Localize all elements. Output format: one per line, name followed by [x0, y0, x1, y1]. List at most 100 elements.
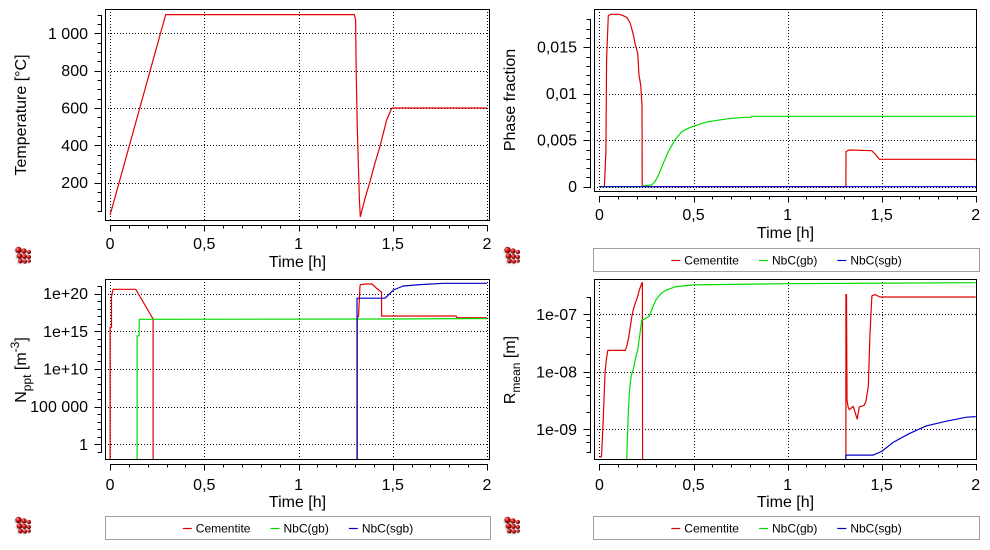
x-tick-label: 0,5 [682, 477, 704, 494]
legend-box [593, 248, 980, 272]
x-tick-label: 1,5 [871, 207, 893, 224]
x-axis-title: Time [h] [757, 225, 814, 242]
series-group [599, 282, 976, 460]
x-tick-label: 1 [783, 477, 792, 494]
y-tick-label: 1e-07 [536, 307, 577, 324]
chart-mean-radius: 0 0,5 1 1,5 2 Time [h] 1e-09 1e-08 1e-07 Rmean [m… [502, 279, 980, 540]
x-axis: 0 0,5 1 1,5 2 Time [h] [106, 225, 492, 271]
x-axis-title: Time [h] [269, 254, 326, 271]
y-tick-label: 1 [79, 437, 88, 454]
legend-label: NbC(sgb) [850, 522, 901, 536]
precipitate-cluster-icon[interactable] [503, 516, 521, 535]
y-tick-label: 1 000 [48, 26, 88, 43]
legend-label: NbC(gb) [772, 254, 817, 268]
y-tick-label: 100 000 [30, 399, 88, 416]
x-tick-label: 2 [971, 477, 980, 494]
y-tick-label: 0,01 [546, 86, 577, 103]
x-tick-label: 1,5 [871, 477, 893, 494]
series-line-cementite [599, 13, 977, 188]
x-tick-label: 1,5 [382, 236, 404, 253]
x-tick-label: 0 [595, 207, 604, 224]
precipitate-cluster-icon[interactable] [14, 516, 32, 535]
plot-area[interactable] [105, 9, 490, 221]
x-tick-label: 0,5 [193, 236, 215, 253]
legend-label: NbC(sgb) [850, 254, 901, 268]
x-tick-label: 0 [106, 477, 115, 494]
y-axis: 0 0,005 0,01 0,015 Phase fraction [502, 19, 591, 196]
legend-label: NbC(sgb) [362, 522, 413, 536]
plot-frame [105, 9, 490, 221]
y-tick-label: 0,015 [537, 40, 577, 57]
legend-label: Cementite [684, 522, 739, 536]
plot-area[interactable] [594, 279, 977, 460]
x-tick-label: 0,5 [193, 477, 215, 494]
plot-frame [105, 279, 490, 460]
series-line-nbc-sgb [845, 416, 976, 460]
legend-item-nbc-gb: NbC(gb) [758, 254, 817, 268]
series-line-cementite [599, 282, 976, 460]
legend-item-nbc-gb: NbC(gb) [270, 522, 329, 536]
legend-label: Cementite [196, 522, 251, 536]
x-axis: 0 0,5 1 1,5 2 Time [h] [595, 464, 980, 511]
x-tick-label: 0 [595, 477, 604, 494]
x-tick-label: 0,5 [682, 207, 704, 224]
x-tick-label: 2 [483, 236, 492, 253]
x-axis: 0 0,5 1 1,5 2 Time [h] [595, 196, 980, 242]
y-axis: 1 100 000 1e+10 1e+15 1e+20 Nppt [m-3] [8, 286, 102, 454]
plot-area[interactable] [594, 9, 977, 192]
x-tick-label: 1 [294, 477, 303, 494]
precipitate-cluster-icon[interactable] [503, 246, 521, 265]
y-tick-label: 1e-09 [536, 422, 577, 439]
legend: Cementite NbC(gb) NbC(sgb) [593, 248, 980, 272]
series-line-nbc-sgb [356, 282, 487, 460]
legend-box [105, 516, 491, 540]
y-tick-label: 1e+20 [43, 286, 88, 303]
series-line-nbc-gb [626, 282, 976, 460]
series-group [109, 14, 487, 218]
chart-temperature: 0 0,5 1 1,5 2 Time [h] 200 400 600 800 1 000 Temper… [13, 9, 492, 271]
legend-item-cementite: Cementite [182, 522, 251, 536]
y-tick-label: 200 [61, 175, 88, 192]
x-tick-label: 1 [783, 207, 792, 224]
legend-item-cementite: Cementite [671, 522, 739, 536]
legend-item-cementite: Cementite [671, 254, 739, 268]
series-line-nbc-gb [136, 317, 488, 460]
plot-frame [594, 279, 977, 460]
gridlines [105, 9, 490, 221]
chart-phase-fraction: 0 0,5 1 1,5 2 Time [h] 0 0,005 0,01 0,015 Phase fr… [502, 9, 980, 272]
legend-item-nbc-sgb: NbC(sgb) [837, 522, 902, 536]
x-axis-title: Time [h] [757, 494, 814, 511]
legend-label: NbC(gb) [772, 522, 817, 536]
y-axis-title: Nppt [m-3] [8, 337, 34, 403]
y-tick-label: 400 [61, 138, 88, 155]
y-axis-title: Phase fraction [502, 49, 519, 151]
x-tick-label: 2 [483, 477, 492, 494]
y-tick-label: 600 [61, 100, 88, 117]
precipitate-cluster-icon[interactable] [14, 246, 32, 265]
x-tick-label: 2 [971, 207, 980, 224]
legend-item-nbc-gb: NbC(gb) [758, 522, 817, 536]
y-tick-label: 0 [568, 179, 577, 196]
y-tick-label: 1e+10 [43, 362, 88, 379]
y-axis: 200 400 600 800 1 000 Temperature [°C] [13, 15, 102, 212]
series-line-cementite [109, 283, 487, 460]
y-axis-title: Temperature [°C] [13, 54, 30, 175]
x-tick-label: 0 [106, 236, 115, 253]
legend-item-nbc-sgb: NbC(sgb) [348, 522, 413, 536]
x-tick-label: 1,5 [382, 477, 404, 494]
legend-box [593, 516, 980, 540]
x-axis-title: Time [h] [269, 494, 326, 511]
legend: Cementite NbC(gb) NbC(sgb) [105, 516, 491, 540]
series-line-nbc-gb [599, 115, 976, 188]
series-group [109, 282, 488, 460]
series-group [599, 13, 977, 188]
x-tick-label: 1 [294, 236, 303, 253]
legend: Cementite NbC(gb) NbC(sgb) [593, 516, 980, 540]
y-axis: 1e-09 1e-08 1e-07 Rmean [m] [502, 297, 591, 453]
series-line-temperature [109, 14, 487, 218]
plot-frame [594, 9, 977, 192]
y-tick-label: 800 [61, 63, 88, 80]
legend-item-nbc-sgb: NbC(sgb) [837, 254, 902, 268]
